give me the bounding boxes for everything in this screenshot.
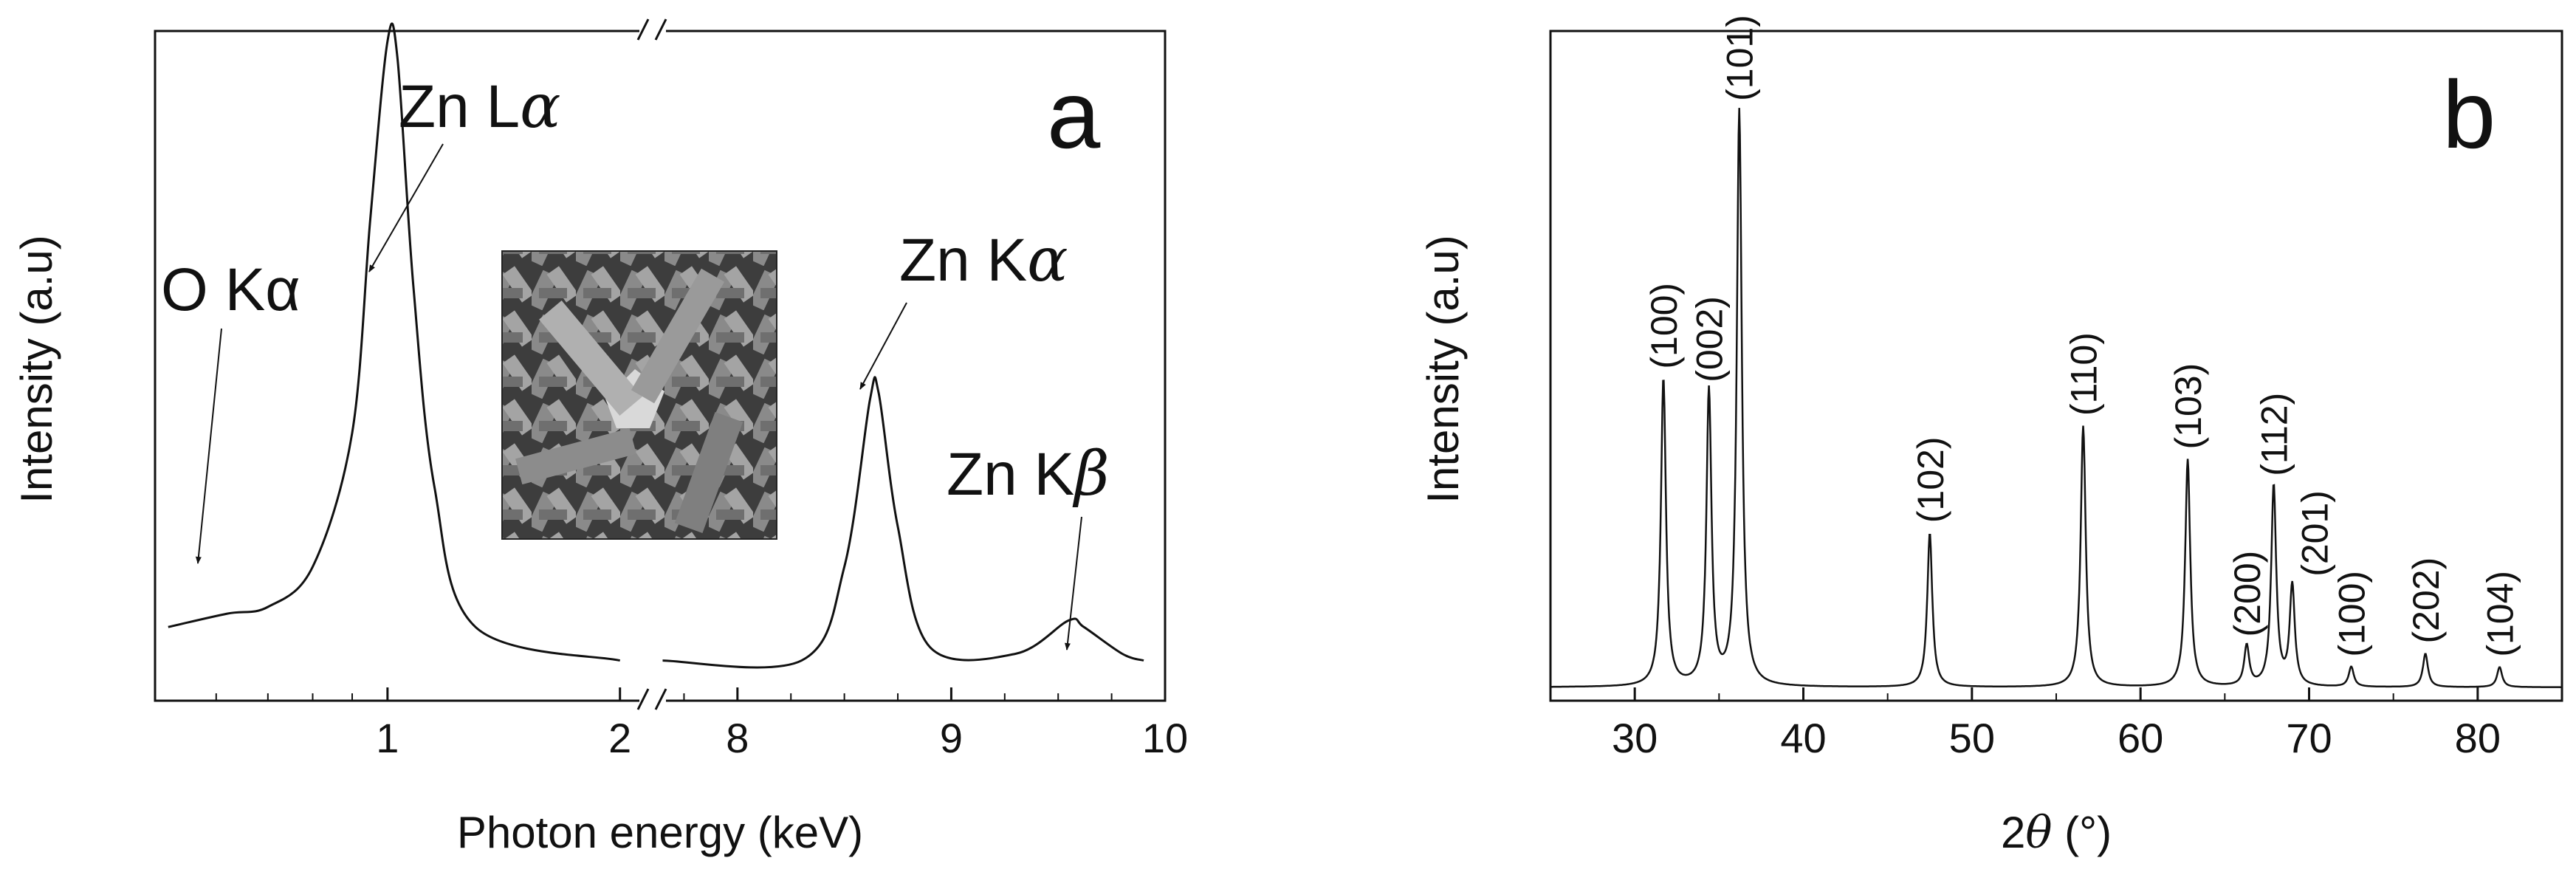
panel-b-xrd-pattern — [1550, 108, 2562, 688]
panel-a-ylabel: Intensity (a.u) — [12, 235, 61, 504]
panel-a-label: a — [1047, 61, 1101, 168]
panel-b-peak-label: (202) — [2405, 557, 2447, 644]
panel-b-ylabel: Intensity (a.u) — [1418, 235, 1468, 504]
panel-b-peak-label: (102) — [1910, 437, 1951, 523]
panel-b-peak-label: (200) — [2227, 551, 2268, 637]
panel-a-annotation-arrow — [1065, 516, 1082, 650]
panel-b-peak-label: (112) — [2254, 393, 2295, 476]
panel-b-peak-label: (110) — [2064, 332, 2105, 416]
panel-a-chart: 1 2 8 9 10 O Kα Zn Lα Zn Kα Zn Kβ a Photon ener… — [12, 18, 1188, 857]
panel-b-peak-label: (100) — [1644, 283, 1685, 369]
panel-a-annotation-arrow — [368, 143, 444, 272]
panel-b-peak-label: (104) — [2480, 571, 2521, 657]
panel-b-xtick-label: 40 — [1780, 715, 1826, 761]
panel-b-xtick-label: 60 — [2118, 715, 2163, 761]
panel-b-peak-label: (103) — [2168, 363, 2209, 450]
panel-a-spectrum-segment-1 — [168, 22, 621, 662]
panel-a-spectrum-segment-2 — [662, 376, 1144, 669]
panel-b-peak-label: (002) — [1689, 296, 1731, 382]
panel-a-axis-break-bottom — [636, 688, 667, 710]
panel-b-peak-label: (201) — [2295, 490, 2336, 577]
panel-a-xtick-label: 8 — [726, 715, 749, 761]
panel-a-annotation-label: Zn Kβ — [947, 439, 1110, 509]
panel-b-label: b — [2442, 61, 2496, 168]
panel-b-xtick-label: 70 — [2286, 715, 2332, 761]
panel-b-peak-label: (100) — [2332, 571, 2373, 657]
panel-b-peak-label: (101) — [1720, 15, 1761, 101]
panel-b-xtick-label: 80 — [2455, 715, 2501, 761]
panel-b-xtick-label: 50 — [1949, 715, 1995, 761]
panel-a-xtick-label: 9 — [940, 715, 963, 761]
panel-a-annotation-arrow — [859, 302, 907, 390]
panel-a-annotation-label: Zn Lα — [399, 72, 560, 142]
panel-b-chart: 30 40 50 60 70 80 (100) (002)(101)(102)(110) (1… — [1418, 15, 2563, 859]
panel-a-axis-break-top — [636, 18, 667, 41]
panel-a-xtick-label: 10 — [1142, 715, 1188, 761]
panel-a-xtick-label: 1 — [376, 715, 399, 761]
panel-a-annotation-arrow — [195, 328, 222, 564]
panel-a-xlabel: Photon energy (keV) — [457, 808, 863, 857]
panel-a-annotation-label: O Kα — [161, 256, 300, 323]
panel-a-xtick-label: 2 — [608, 715, 631, 761]
panel-b-xtick-label: 30 — [1612, 715, 1658, 761]
panel-a-annotation-label: Zn Kα — [899, 225, 1068, 295]
panel-b-xlabel: 2θ (°) — [2001, 807, 2112, 859]
panel-a-inset-sem-image — [501, 250, 777, 540]
